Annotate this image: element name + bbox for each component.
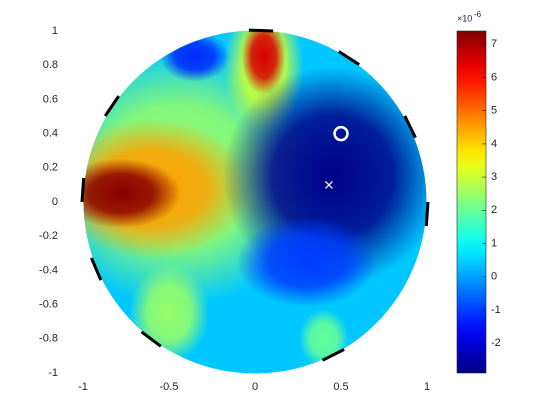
field xyxy=(83,30,427,374)
electrode xyxy=(80,177,86,203)
field-blob xyxy=(129,263,209,364)
x-tick-label: 0 xyxy=(252,381,258,393)
y-tick-label: 0 xyxy=(52,196,58,208)
x-tick-label: 0.5 xyxy=(333,381,348,393)
colorbar-exponent-power: -6 xyxy=(474,10,482,19)
electrode xyxy=(403,115,417,139)
colorbar-tick-label: 1 xyxy=(491,237,497,249)
y-tick-label: 0.6 xyxy=(43,93,58,105)
colorbar-tick-label: 4 xyxy=(491,138,497,150)
y-tick-label: -1 xyxy=(48,367,58,379)
overlay: -1 -0.5 0 0.5 1 -1 -0.8 -0.6 -0.4 -0.2 0 0.2 0.4 0.6 0… xyxy=(39,10,501,393)
y-tick-label: 0.8 xyxy=(43,59,58,71)
field-blob xyxy=(241,30,286,95)
y-tick-label: 1 xyxy=(52,25,58,37)
field-blob xyxy=(83,158,181,229)
colorbar-tick-label: 6 xyxy=(491,71,497,83)
colorbar xyxy=(456,30,487,374)
field-blob xyxy=(159,31,230,82)
electrode xyxy=(140,330,162,348)
electrode xyxy=(338,50,360,66)
y-tick-label: -0.2 xyxy=(39,230,58,242)
colorbar-tick-label: 2 xyxy=(491,204,497,216)
electrode xyxy=(90,257,103,281)
colorbar-tick-label: 7 xyxy=(491,38,497,50)
y-tick-label: -0.4 xyxy=(39,264,58,276)
y-tick-label: -0.6 xyxy=(39,299,58,311)
colorbar-tick-label: -2 xyxy=(491,337,501,349)
y-tick-label: -0.8 xyxy=(39,333,58,345)
electrode xyxy=(424,201,430,227)
colorbar-tick-label: 5 xyxy=(491,105,497,117)
y-tick-label: 0.2 xyxy=(43,162,58,174)
colorbar-tick-label: 0 xyxy=(491,271,497,283)
x-tick-label: -1 xyxy=(78,381,88,393)
colorbar-tick-label: 3 xyxy=(491,171,497,183)
y-tick-label: 0.4 xyxy=(43,128,58,140)
marker-circle xyxy=(333,125,349,142)
electrode xyxy=(103,95,120,117)
field-blob xyxy=(236,216,377,307)
marker-cross xyxy=(325,180,333,189)
x-tick-label: -0.5 xyxy=(160,381,179,393)
colorbar-exponent: ×10 xyxy=(457,13,472,23)
electrode xyxy=(321,348,345,362)
electrode xyxy=(248,28,274,33)
colorbar-tick-label: -1 xyxy=(491,304,501,316)
x-tick-label: 1 xyxy=(424,381,430,393)
